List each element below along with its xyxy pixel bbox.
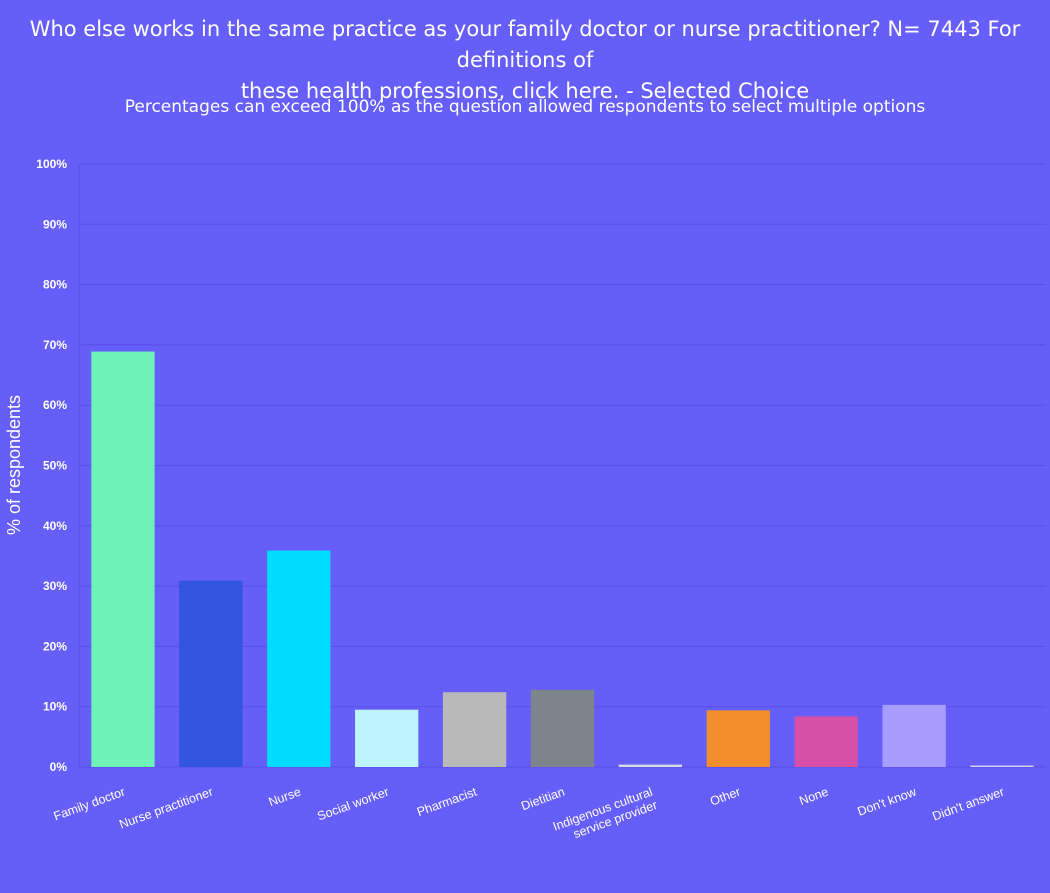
x-tick-label-line: Social worker: [315, 785, 390, 824]
x-tick-label: Family doctor: [52, 785, 127, 824]
bar[interactable]: [530, 689, 595, 767]
x-tick-label: Nurse: [267, 785, 303, 810]
y-tick-label: 90%: [43, 217, 67, 231]
bar[interactable]: [706, 710, 770, 767]
y-axis-label: % of respondents: [4, 395, 24, 535]
x-tick-label: None: [797, 785, 830, 808]
chart-title: Who else works in the same practice as y…: [29, 17, 1021, 103]
x-tick-label-line: Nurse practitioner: [117, 785, 214, 832]
x-tick-label: Didn't answer: [930, 785, 1006, 824]
x-tick-label-line: Didn't answer: [930, 785, 1006, 824]
x-tick-label-line: Nurse: [267, 785, 303, 810]
bar[interactable]: [970, 765, 1034, 768]
bar[interactable]: [618, 764, 683, 767]
x-tick-label: Indigenous culturalservice provider: [551, 785, 659, 847]
x-tick-label: Dietitian: [519, 785, 566, 814]
x-tick-label: Other: [708, 785, 742, 809]
y-axis-ticks: 0% 10% 20% 30% 40% 50% 60% 70% 80% 90% 100%: [36, 157, 67, 774]
bar[interactable]: [179, 580, 243, 767]
y-tick-label: 10%: [43, 700, 67, 714]
y-tick-label: 40%: [43, 519, 67, 533]
y-tick-label: 20%: [43, 639, 67, 653]
bar[interactable]: [794, 716, 858, 767]
bar[interactable]: [91, 351, 155, 767]
y-tick-label: 80%: [43, 278, 67, 292]
x-tick-label-line: Pharmacist: [415, 784, 479, 819]
y-tick-label: 0%: [50, 760, 68, 774]
y-tick-label: 30%: [43, 579, 67, 593]
bar[interactable]: [882, 704, 946, 767]
x-tick-label-line: Don't know: [856, 784, 919, 819]
y-tick-label: 70%: [43, 338, 67, 352]
bar[interactable]: [355, 709, 419, 767]
x-tick-label: Pharmacist: [415, 784, 479, 819]
y-tick-label: 50%: [43, 459, 67, 473]
y-tick-label: 100%: [36, 157, 67, 171]
bars: [91, 351, 1034, 768]
x-tick-label: Social worker: [315, 785, 390, 824]
x-tick-label-line: Family doctor: [52, 785, 127, 824]
bar[interactable]: [442, 692, 507, 767]
chart-subtitle: Percentages can exceed 100% as the quest…: [124, 97, 926, 117]
y-tick-label: 60%: [43, 398, 67, 412]
x-tick-label-line: Dietitian: [519, 785, 566, 814]
x-tick-label-line: None: [797, 785, 830, 808]
x-tick-label: Don't know: [856, 784, 919, 819]
bar[interactable]: [267, 550, 331, 767]
x-tick-label-line: Other: [708, 785, 742, 809]
x-tick-label: Nurse practitioner: [117, 785, 214, 832]
